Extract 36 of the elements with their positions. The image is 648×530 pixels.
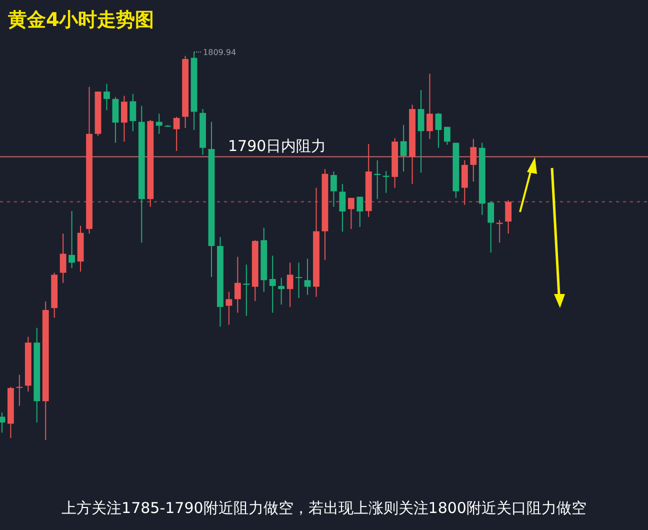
candlestick bbox=[60, 233, 66, 284]
candlestick bbox=[120, 95, 128, 142]
candlestick bbox=[444, 126, 450, 146]
chart-title: 黄金4小时走势图 bbox=[7, 9, 154, 31]
candlestick bbox=[278, 277, 285, 306]
text: 上方关注1785-1790附近阻力做空，若出现上涨则关注1800附近关口阻力做空 bbox=[62, 499, 586, 517]
candlestick bbox=[418, 90, 424, 174]
ref-line-label: 1790日内阻力 bbox=[228, 136, 326, 155]
candlestick bbox=[68, 210, 76, 269]
candlestick bbox=[330, 171, 337, 208]
candlestick bbox=[0, 412, 6, 434]
candlestick bbox=[173, 116, 180, 152]
candlestick bbox=[226, 291, 232, 326]
candlestick bbox=[348, 197, 354, 230]
candlestick bbox=[234, 256, 241, 314]
candlestick bbox=[130, 93, 136, 132]
candlestick bbox=[104, 83, 110, 111]
candlestick bbox=[505, 200, 512, 234]
annotation: 1809.94 bbox=[203, 48, 236, 57]
candlestick bbox=[426, 73, 433, 140]
candlestick bbox=[496, 220, 503, 244]
candlestick bbox=[112, 96, 119, 144]
candlestick bbox=[269, 255, 276, 314]
candlestick bbox=[488, 201, 494, 254]
candlestick bbox=[296, 262, 302, 298]
candlestick bbox=[435, 112, 442, 148]
candlestick bbox=[461, 160, 468, 206]
candlestick bbox=[339, 183, 346, 232]
candlestick bbox=[156, 113, 162, 134]
candlestick bbox=[16, 374, 23, 406]
candlestick bbox=[304, 258, 311, 296]
candlestick bbox=[286, 262, 294, 308]
candlestick bbox=[400, 124, 407, 172]
candlestick bbox=[243, 264, 250, 316]
candlestick bbox=[356, 196, 364, 228]
candlestick bbox=[470, 138, 477, 182]
